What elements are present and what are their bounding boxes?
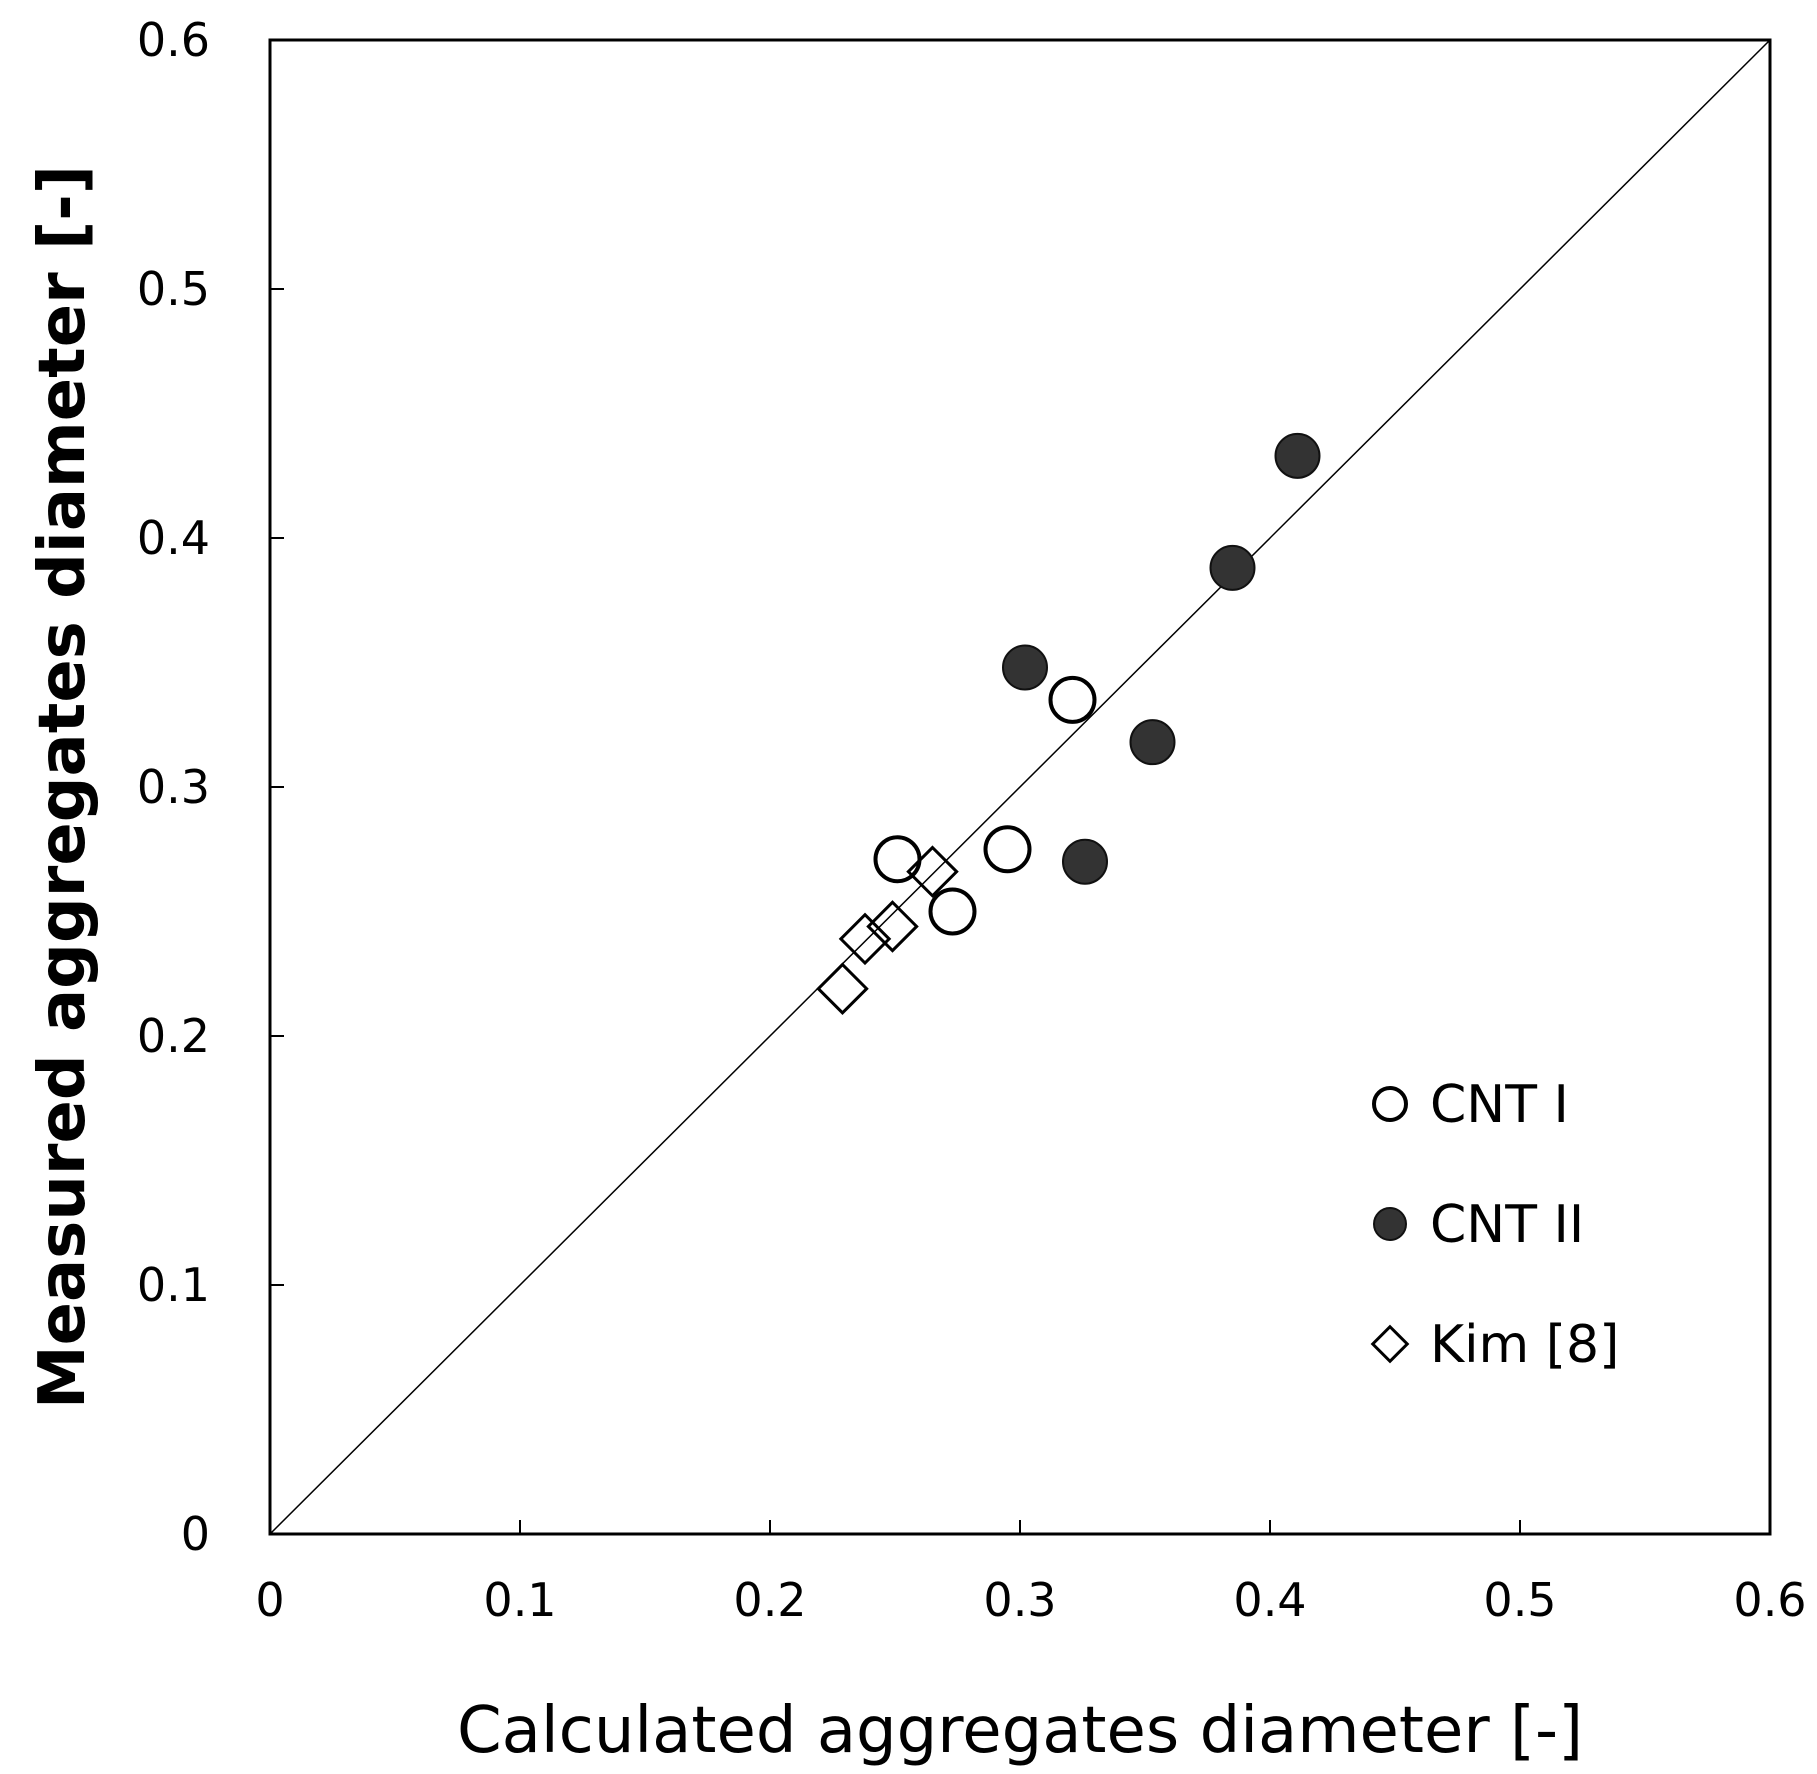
x-tick-label: 0.6 xyxy=(1733,1573,1806,1627)
y-tick-label: 0.5 xyxy=(137,262,210,316)
y-axis-title: Measured aggregates diameter [-] xyxy=(26,165,100,1409)
y-tick-label: 0.6 xyxy=(137,13,210,67)
data-point-kim-8 xyxy=(838,912,892,966)
x-axis-title: Calculated aggregates diameter [-] xyxy=(457,1694,1583,1768)
data-point-kim-8 xyxy=(906,845,959,898)
legend-label-cnt-ii: CNT II xyxy=(1430,1195,1584,1255)
x-tick-label: 0.1 xyxy=(483,1573,556,1627)
legend-label-cnt-i: CNT I xyxy=(1430,1075,1569,1135)
legend-marker-kim-8 xyxy=(1370,1324,1410,1364)
data-point-cnt-ii xyxy=(1129,719,1176,766)
data-points xyxy=(816,432,1321,1015)
legend-item-cnt-i: CNT I xyxy=(1372,1075,1569,1135)
legend-item-cnt-ii: CNT II xyxy=(1373,1195,1584,1255)
data-point-kim-8 xyxy=(866,900,919,953)
series-cnt-ii xyxy=(1002,432,1321,885)
data-point-cnt-ii xyxy=(1274,432,1321,479)
x-tick-labels: 0 0.1 0.2 0.3 0.4 0.5 0.6 xyxy=(255,1573,1806,1627)
data-point-kim-8 xyxy=(816,962,869,1015)
x-tick-label: 0.4 xyxy=(1233,1573,1306,1627)
y-tick-label: 0.1 xyxy=(137,1258,210,1312)
series-kim-8 xyxy=(816,845,959,1015)
y-tick-label: 0 xyxy=(181,1507,210,1561)
series-cnt-i xyxy=(873,675,1097,936)
legend: CNT I CNT II Kim [8] xyxy=(1370,1075,1619,1375)
legend-marker-cnt-ii xyxy=(1373,1207,1407,1241)
data-point-cnt-i xyxy=(928,887,977,936)
x-tick-label: 0 xyxy=(255,1573,284,1627)
data-point-cnt-i xyxy=(1048,675,1097,724)
legend-label-kim-8: Kim [8] xyxy=(1430,1315,1619,1375)
data-point-cnt-i xyxy=(983,825,1032,874)
y-tick-label: 0.4 xyxy=(137,511,210,565)
legend-marker-cnt-i xyxy=(1372,1086,1408,1122)
legend-item-kim-8: Kim [8] xyxy=(1370,1315,1619,1375)
data-point-cnt-ii xyxy=(1002,644,1048,691)
x-tick-label: 0.3 xyxy=(983,1573,1056,1627)
y-tick-labels: 0 0.1 0.2 0.3 0.4 0.5 0.6 xyxy=(137,13,210,1561)
data-point-cnt-ii xyxy=(1062,838,1108,885)
plot-area xyxy=(268,38,1772,1536)
reference-line-y-equals-x xyxy=(269,39,1771,1535)
data-point-cnt-ii xyxy=(1209,544,1256,591)
plot-frame xyxy=(268,38,1772,1536)
x-tick-label: 0.5 xyxy=(1483,1573,1556,1627)
y-tick-label: 0.3 xyxy=(137,760,210,814)
x-tick-label: 0.2 xyxy=(733,1573,806,1627)
y-tick-label: 0.2 xyxy=(137,1009,210,1063)
